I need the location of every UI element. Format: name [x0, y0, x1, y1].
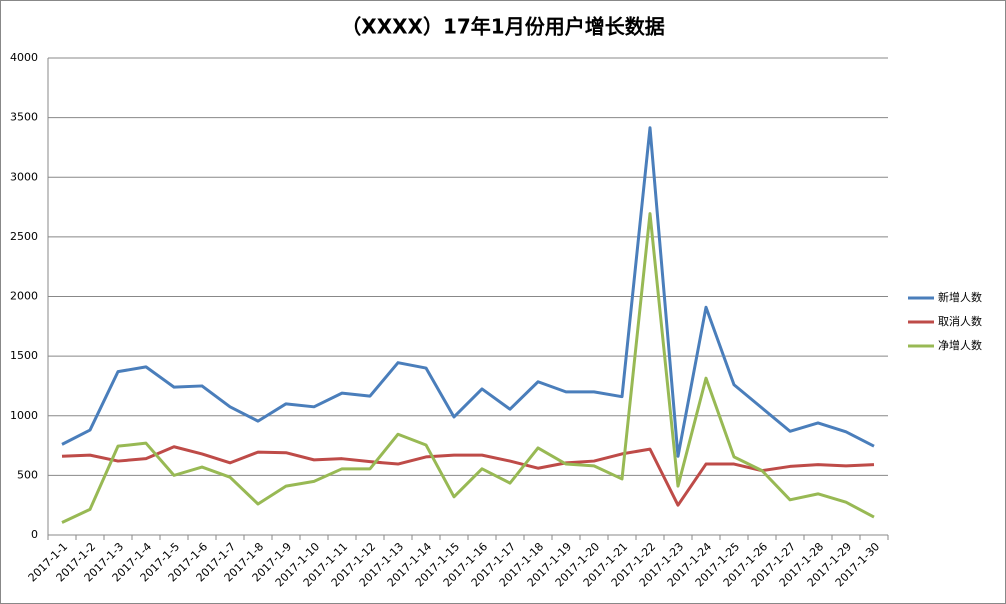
y-tick-label: 3000 [10, 170, 38, 183]
legend-label: 取消人数 [938, 314, 982, 328]
y-tick-label: 1000 [10, 409, 38, 422]
legend-label: 新增人数 [938, 290, 982, 304]
y-tick-label: 0 [31, 528, 38, 541]
data-line [61, 445, 875, 507]
legend-label: 净增人数 [938, 338, 982, 352]
y-tick-label: 2500 [10, 230, 38, 243]
y-tick-label: 4000 [10, 51, 38, 64]
y-tick-label: 500 [17, 468, 38, 481]
y-tick-label: 1500 [10, 349, 38, 362]
data-line [61, 126, 875, 458]
y-tick-label: 3500 [10, 111, 38, 124]
y-tick-label: 2000 [10, 290, 38, 303]
chart-title: （XXXX）17年1月份用户增长数据 [341, 15, 664, 39]
data-line [61, 212, 875, 524]
